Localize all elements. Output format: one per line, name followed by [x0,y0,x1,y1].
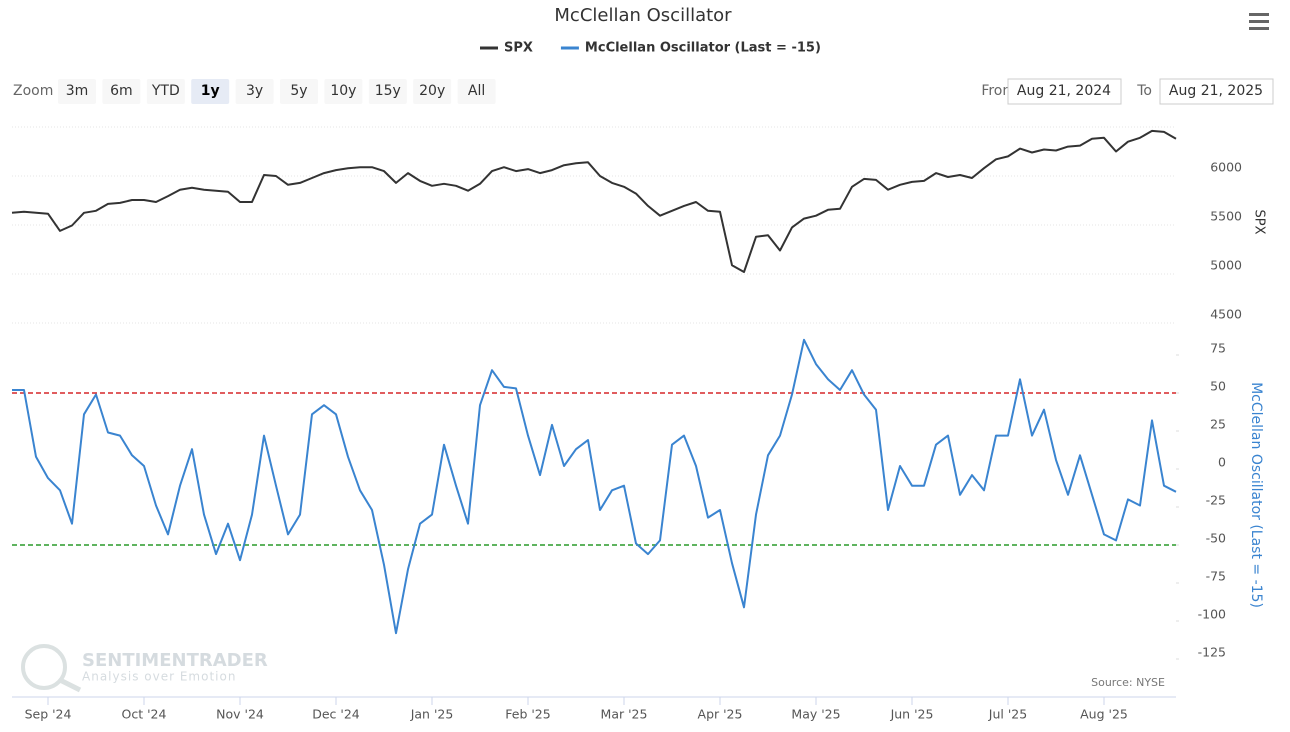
x-tick-label: Oct '24 [122,707,167,722]
zoom-button-label: 3y [246,83,263,99]
legend-label: McClellan Oscillator (Last = -15) [585,41,821,56]
zoom-button[interactable] [413,79,452,104]
x-tick-label: Jan '25 [410,707,454,722]
y2-tick-label: -100 [1198,607,1226,622]
y2-tick-label: 0 [1218,455,1226,470]
y-tick-label: 6000 [1210,160,1242,175]
x-tick-label: Jul '25 [988,707,1027,722]
x-tick-label: Apr '25 [698,707,743,722]
y2-tick-label: 25 [1210,417,1226,432]
to-input[interactable] [1159,78,1274,105]
x-tick-label: Feb '25 [505,707,550,722]
zoom-button-label: 10y [330,83,356,99]
x-tick-label: Dec '24 [312,707,360,722]
from-label: From [981,83,1016,99]
watermark: SENTIMENTRADER Analysis over Emotion [21,644,268,693]
source: Source: NYSE [1091,676,1165,689]
watermark-icon [21,644,67,690]
series-line [11,129,1177,273]
zoom-button-label: YTD [151,83,180,99]
zoom-button[interactable] [235,79,274,104]
zoom-button-label: All [468,83,485,99]
y-axis-title: SPX [1252,210,1267,235]
y2-tick-label: -25 [1206,493,1226,508]
y-tick-label: 5000 [1210,258,1242,273]
to-label: To [1136,83,1152,99]
y2-tick-label: 50 [1210,379,1226,394]
zoom-button-label: 5y [290,83,307,99]
x-tick-label: Aug '25 [1080,707,1128,722]
chart-title: McClellan Oscillator [554,5,732,26]
watermark-tagline: Analysis over Emotion [82,670,236,684]
zoom-button-label: 15y [375,83,401,99]
zoom-button[interactable] [324,79,363,104]
x-tick-label: Nov '24 [216,707,264,722]
y-tick-label: 5500 [1210,209,1242,224]
x-tick-label: Sep '24 [25,707,72,722]
menu-icon[interactable] [1249,13,1269,30]
y-tick-label: 4500 [1210,307,1242,322]
y2-tick-label: -75 [1206,569,1226,584]
watermark-icon [58,677,82,693]
watermark-text: SENTIMENTRADER [82,650,268,671]
menu-bar [1249,20,1269,23]
menu-bar [1249,27,1269,30]
zoom-button-label: 20y [419,83,445,99]
menu-bar [1249,13,1269,16]
x-tick-label: Jun '25 [890,707,934,722]
x-tick-label: May '25 [791,707,840,722]
y2-tick-label: 75 [1210,341,1226,356]
y2-tick-label: -125 [1198,645,1226,660]
to-value: Aug 21, 2025 [1169,83,1263,99]
zoom-button[interactable] [58,79,96,104]
zoom-button[interactable] [457,79,496,104]
series-line [12,338,1177,635]
legend-label: SPX [504,41,533,56]
y2-axis-title: McClellan Oscillator (Last = -15) [1248,382,1264,608]
zoom-button-label: 6m [110,83,133,99]
zoom-label: Zoom [13,83,53,99]
zoom-button[interactable] [146,79,185,104]
from-input[interactable] [1007,78,1122,105]
zoom-button[interactable] [191,79,230,104]
x-tick-label: Mar '25 [601,707,648,722]
zoom-button-label: 3m [66,83,89,99]
zoom-button[interactable] [102,79,141,104]
y2-tick-label: -50 [1206,531,1226,546]
zoom-button[interactable] [368,79,407,104]
zoom-button-label: 1y [201,83,220,99]
zoom-button[interactable] [280,79,318,104]
from-value: Aug 21, 2024 [1017,83,1111,99]
